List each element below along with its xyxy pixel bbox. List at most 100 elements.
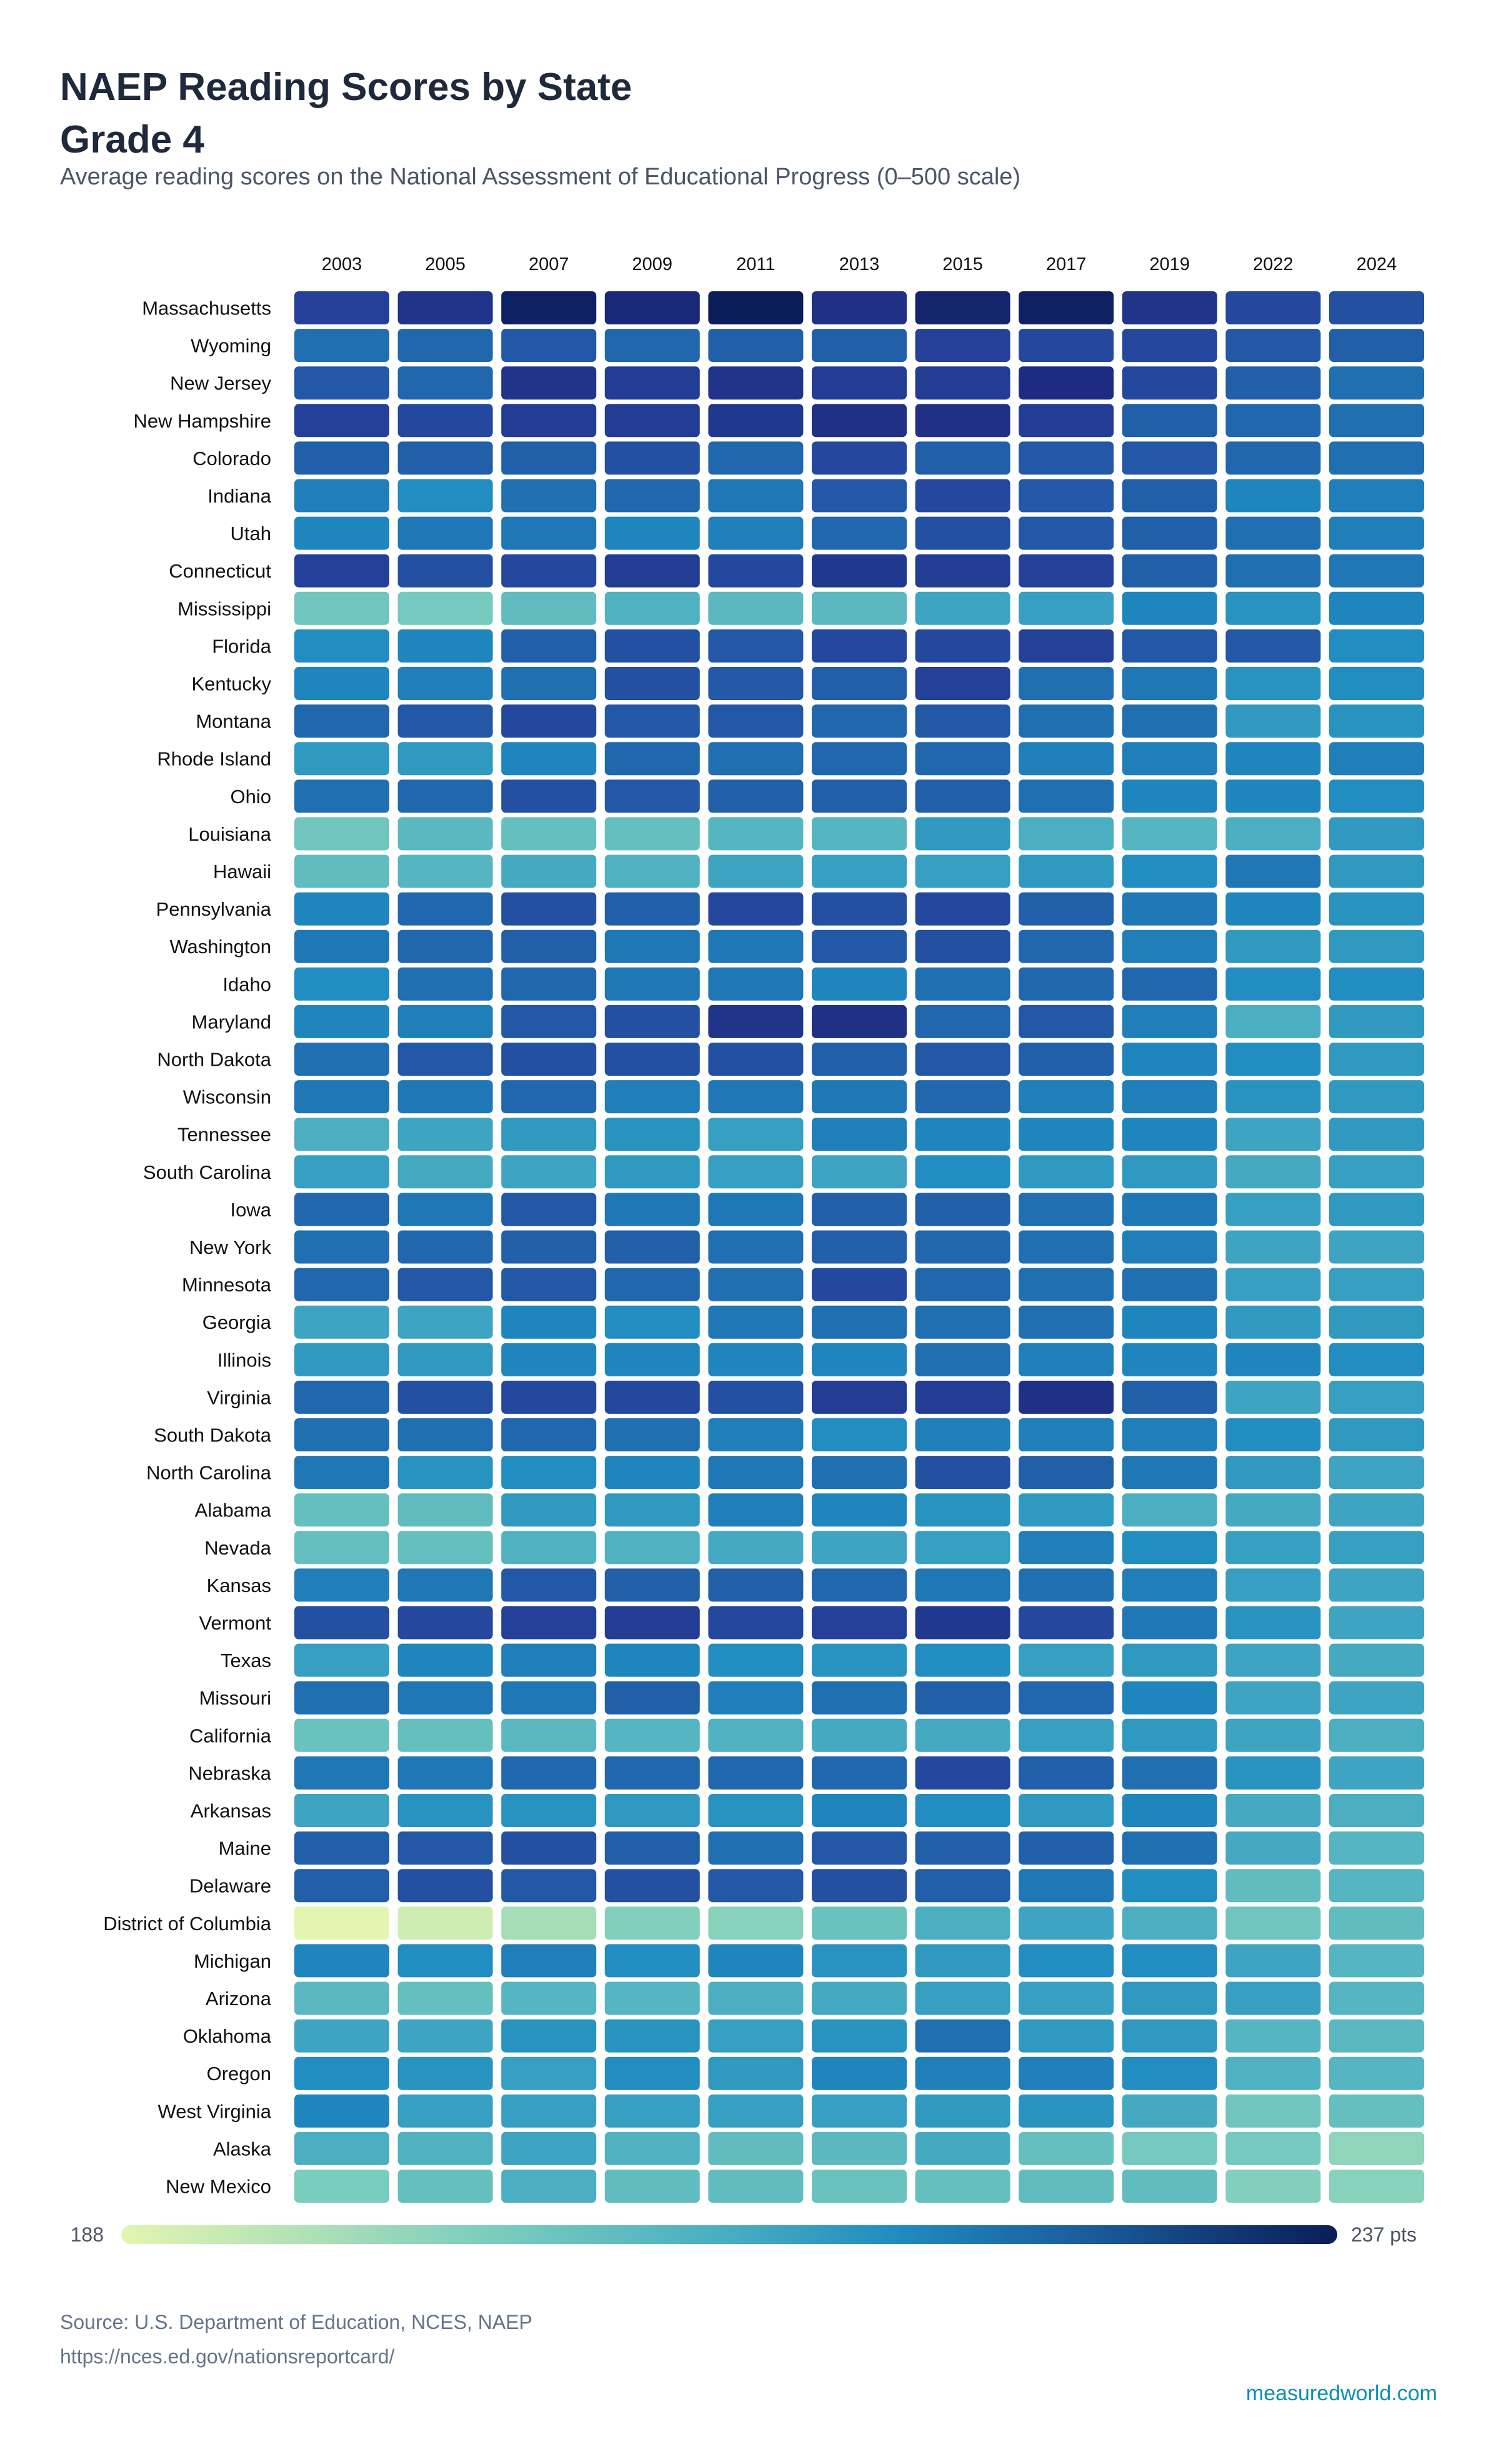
heatmap-cell: Maine 2019: 222 xyxy=(1122,1831,1217,1865)
heatmap-cell: Ohio 2015: 224 xyxy=(915,779,1010,813)
heatmap-cell: Tennessee 2007: 216 xyxy=(501,1118,597,1151)
heatmap-cell: Tennessee 2013: 220 xyxy=(812,1118,907,1151)
heatmap-cell: Connecticut 2015: 229 xyxy=(915,554,1010,588)
heatmap-cell: Rhode Island 2007: 219 xyxy=(501,742,597,776)
heatmap-cell: Wisconsin 2019: 220 xyxy=(1122,1080,1217,1114)
heatmap-cell: Maine 2017: 224 xyxy=(1019,1831,1114,1865)
heatmap-cell: Illinois 2007: 219 xyxy=(501,1343,597,1376)
heatmap-cell: Virginia 2007: 227 xyxy=(501,1380,597,1414)
heatmap-cell: New Mexico 2015: 207 xyxy=(915,2170,1010,2203)
state-label: Minnesota xyxy=(182,1274,272,1296)
heatmap-cell: Alabama 2022: 213 xyxy=(1225,1493,1321,1527)
brand-link[interactable]: measuredworld.com xyxy=(1245,2381,1437,2405)
heatmap-cell: Pennsylvania 2003: 219 xyxy=(294,892,389,926)
heatmap-cell: South Dakota 2013: 218 xyxy=(812,1418,907,1451)
state-label: Indiana xyxy=(207,485,271,507)
heatmap-cell: Arkansas 2005: 217 xyxy=(397,1794,493,1827)
heatmap-cell: Hawaii 2005: 210 xyxy=(397,854,493,888)
heatmap-cell: Nevada 2009: 211 xyxy=(604,1531,700,1565)
state-labels: Massachusetts Wyoming New Jersey New Hampsh… xyxy=(103,298,272,2198)
heatmap-cell: Oklahoma 2005: 214 xyxy=(397,2019,493,2053)
heatmap-cell: Hawaii 2022: 221 xyxy=(1225,854,1321,888)
heatmap-cell: Ohio 2019: 219 xyxy=(1122,779,1217,813)
heatmap-cell: Alaska 2019: 204 xyxy=(1122,2131,1217,2165)
heatmap-cell: Maryland 2024: 216 xyxy=(1329,1004,1424,1038)
heatmap-cell: Arkansas 2013: 219 xyxy=(812,1794,907,1827)
heatmap-cell: Minnesota 2013: 227 xyxy=(812,1268,907,1301)
heatmap-cell: Arizona 2011: 212 xyxy=(708,1981,804,2015)
heatmap-cell: Nebraska 2013: 223 xyxy=(812,1756,907,1790)
heatmap-cell: Rhode Island 2015: 223 xyxy=(915,742,1010,776)
heatmap-cell: Connecticut 2019: 224 xyxy=(1122,554,1217,588)
heatmap-cell: Delaware 2019: 218 xyxy=(1122,1869,1217,1903)
heatmap-cell: Maine 2011: 222 xyxy=(708,1831,804,1865)
heatmap-cell: Virginia 2009: 227 xyxy=(604,1380,700,1414)
heatmap-cell: Missouri 2019: 219 xyxy=(1122,1681,1217,1715)
heatmap-cell: Kentucky 2024: 218 xyxy=(1329,667,1424,700)
heatmap-cell: New Mexico 2007: 212 xyxy=(501,2170,597,2203)
heatmap-cell: Minnesota 2011: 222 xyxy=(708,1268,804,1301)
heatmap-cell: Florida 2015: 227 xyxy=(915,629,1010,663)
heatmap-cell: Tennessee 2005: 214 xyxy=(397,1118,493,1151)
heatmap-cell: South Dakota 2011: 220 xyxy=(708,1418,804,1451)
state-label: Washington xyxy=(169,936,271,958)
heatmap-cell: Tennessee 2011: 215 xyxy=(708,1118,804,1151)
state-label: Mississippi xyxy=(177,598,271,619)
state-label: District of Columbia xyxy=(103,1913,271,1935)
heatmap-cell: Montana 2011: 225 xyxy=(708,704,804,738)
heatmap-cell: Colorado 2015: 224 xyxy=(915,441,1010,475)
colorbar xyxy=(121,2225,1337,2244)
source-url[interactable]: https://nces.ed.gov/nationsreportcard/ xyxy=(60,2345,395,2368)
heatmap-cell: Texas 2024: 213 xyxy=(1329,1643,1424,1677)
heatmap-cell: Delaware 2009: 226 xyxy=(604,1869,700,1903)
heatmap-cell: Minnesota 2019: 222 xyxy=(1122,1268,1217,1301)
heatmap-cell: North Carolina 2009: 219 xyxy=(604,1456,700,1490)
heatmap-cell: New Jersey 2017: 233 xyxy=(1019,366,1114,400)
heatmap-cell: Ohio 2007: 226 xyxy=(501,779,597,813)
heatmap-cell: Missouri 2009: 224 xyxy=(604,1681,700,1715)
heatmap-cell: Georgia 2007: 219 xyxy=(501,1305,597,1339)
heatmap-cell: Pennsylvania 2017: 224 xyxy=(1019,892,1114,926)
heatmap-cell: Nebraska 2024: 214 xyxy=(1329,1756,1424,1790)
heatmap-cell: Pennsylvania 2013: 226 xyxy=(812,892,907,926)
heatmap-cell: Idaho 2017: 223 xyxy=(1019,967,1114,1001)
heatmap-cell: Wyoming 2003: 222 xyxy=(294,329,389,363)
heatmap-cell: Colorado 2005: 224 xyxy=(397,441,493,475)
heatmap-cell: Iowa 2022: 215 xyxy=(1225,1193,1321,1226)
heatmap-cell: Iowa 2005: 221 xyxy=(397,1193,493,1226)
heatmap-cell: Missouri 2011: 220 xyxy=(708,1681,804,1715)
heatmap-cell: Rhode Island 2013: 223 xyxy=(812,742,907,776)
heatmap-cell: Colorado 2017: 225 xyxy=(1019,441,1114,475)
heatmap-cell: Alaska 2011: 208 xyxy=(708,2131,804,2165)
heatmap-cell: Washington 2011: 221 xyxy=(708,929,804,963)
heatmap-cell: Nebraska 2019: 222 xyxy=(1122,1756,1217,1790)
heatmap-cell: Massachusetts 2005: 231 xyxy=(397,291,493,324)
heatmap-cell: Georgia 2003: 214 xyxy=(294,1305,389,1339)
heatmap-cell: Rhode Island 2009: 223 xyxy=(604,742,700,776)
heatmap-cell: Oregon 2003: 218 xyxy=(294,2056,389,2090)
heatmap-cell: Indiana 2005: 218 xyxy=(397,479,493,513)
chart-subtitle: Average reading scores on the National A… xyxy=(60,164,1021,190)
heatmap-cell: Iowa 2013: 224 xyxy=(812,1193,907,1226)
heatmap-cell: Alabama 2019: 212 xyxy=(1122,1493,1217,1527)
year-label: 2024 xyxy=(1357,254,1397,274)
heatmap-cell: Arizona 2017: 215 xyxy=(1019,1981,1114,2015)
heatmap-cell: North Dakota 2011: 226 xyxy=(708,1043,804,1076)
state-label: New York xyxy=(189,1236,271,1258)
heatmap-cell: New Jersey 2019: 227 xyxy=(1122,366,1217,400)
heatmap-cell: Utah 2022: 222 xyxy=(1225,516,1321,550)
title-line-1: NAEP Reading Scores by State xyxy=(60,66,632,109)
heatmap-cell: Massachusetts 2009: 234 xyxy=(604,291,700,324)
state-label: Georgia xyxy=(202,1311,272,1333)
heatmap-cell: Kansas 2003: 220 xyxy=(294,1568,389,1602)
heatmap-cell: Idaho 2015: 222 xyxy=(915,967,1010,1001)
heatmap-cell: Connecticut 2007: 227 xyxy=(501,554,597,588)
heatmap-cell: North Dakota 2009: 226 xyxy=(604,1043,700,1076)
heatmap-cell: Oklahoma 2022: 210 xyxy=(1225,2019,1321,2053)
heatmap-cell: Maryland 2019: 220 xyxy=(1122,1004,1217,1038)
heatmap-cell: New Jersey 2007: 231 xyxy=(501,366,597,400)
heatmap-cell: Iowa 2011: 221 xyxy=(708,1193,804,1226)
heatmap-cell: North Dakota 2015: 225 xyxy=(915,1043,1010,1076)
heatmap-cell: Indiana 2007: 222 xyxy=(501,479,597,513)
